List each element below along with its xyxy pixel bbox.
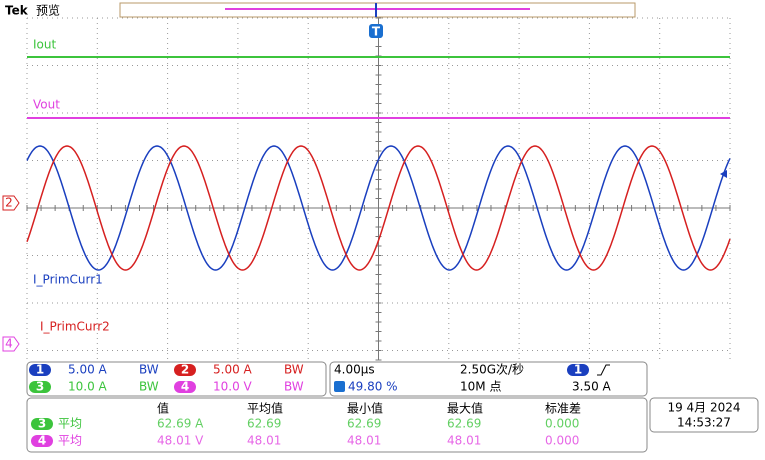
time-scale: 4.00µs	[334, 363, 375, 377]
waveform	[26, 145, 731, 271]
level-marker-label: 4	[5, 337, 13, 351]
channel-number: 1	[36, 363, 44, 377]
trigger-level: 3.50 A	[572, 380, 612, 394]
measurement-header: 最小值	[347, 401, 383, 416]
measurement-value: 62.69	[447, 417, 481, 431]
trace-label: I_PrimCurr1	[33, 273, 103, 287]
trigger-level-marker	[720, 170, 727, 178]
channel-badge	[174, 364, 196, 376]
record-length: 10M 点	[460, 380, 501, 394]
measurement-header: 最大值	[447, 401, 483, 416]
measurement-panel	[26, 397, 648, 453]
measurement-header: 值	[157, 401, 169, 416]
channel-badge	[174, 381, 196, 393]
trace-label: I_PrimCurr2	[40, 320, 110, 334]
trace-label: Iout	[33, 38, 56, 52]
measurement-value: 48.01 V	[157, 434, 204, 448]
trigger-position: 49.80 %	[348, 380, 398, 394]
channel-number: 4	[181, 380, 189, 394]
trigger-channel-badge	[567, 364, 589, 376]
measurement-value: 48.01	[247, 434, 281, 448]
channel-number: 2	[181, 363, 189, 377]
waveform	[26, 145, 731, 271]
channel-panel	[26, 361, 327, 397]
bandwidth-limit: BW	[139, 363, 159, 377]
trigger-position-icon	[334, 381, 345, 392]
bandwidth-limit: BW	[284, 380, 304, 394]
sample-rate: 2.50G次/秒	[460, 363, 524, 377]
bandwidth-limit: BW	[284, 363, 304, 377]
level-marker-label: 2	[5, 196, 13, 210]
datetime-panel	[649, 397, 759, 433]
channel-scale: 10.0 V	[213, 380, 253, 394]
trigger-marker	[369, 24, 383, 38]
measurement-value: 62.69	[247, 417, 281, 431]
measurement-value: 62.69 A	[157, 417, 204, 431]
measurement-value: 48.01	[447, 434, 481, 448]
measurement-header: 标准差	[545, 402, 581, 416]
channel-badge	[29, 381, 51, 393]
measurement-value: 0.000	[545, 417, 579, 431]
bandwidth-limit: BW	[139, 380, 159, 394]
measurement-value: 0.000	[545, 434, 579, 448]
channel-scale: 5.00 A	[68, 363, 108, 377]
brand: Tek	[5, 4, 29, 18]
measurement-channel: 4	[38, 434, 46, 448]
trigger-channel: 1	[574, 363, 582, 377]
level-marker	[2, 336, 20, 352]
date: 19 4月 2024	[667, 401, 740, 415]
measurement-channel-badge	[31, 435, 53, 447]
time: 14:53:27	[677, 416, 731, 430]
measurement-header: 平均值	[247, 401, 283, 416]
measurement-value: 48.01	[347, 434, 381, 448]
mode: 预览	[36, 3, 60, 18]
level-marker	[2, 195, 20, 211]
measurement-channel: 3	[38, 417, 46, 431]
trigger-badge: T	[372, 25, 381, 39]
measurement-stat: 平均	[58, 417, 82, 431]
channel-scale: 5.00 A	[213, 363, 253, 377]
trigger-slope	[597, 364, 610, 376]
channel-number: 3	[36, 380, 44, 394]
measurement-value: 62.69	[347, 417, 381, 431]
measurement-channel-badge	[31, 418, 53, 430]
channel-badge	[29, 364, 51, 376]
measurement-stat: 平均	[58, 434, 82, 448]
channel-scale: 10.0 A	[68, 380, 108, 394]
trace-label: Vout	[33, 98, 60, 112]
